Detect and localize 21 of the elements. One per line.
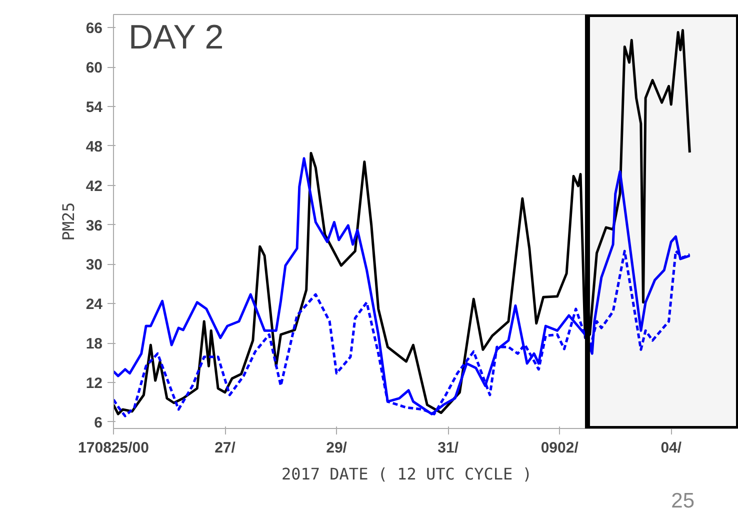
y-axis-title: PM25 bbox=[58, 202, 78, 241]
y-tick-label: 54 bbox=[86, 99, 104, 116]
x-axis-title: 2017 DATE ( 12 UTC CYCLE ) bbox=[282, 464, 532, 484]
y-tick-label: 12 bbox=[86, 375, 103, 392]
x-tick-label: 31/ bbox=[438, 440, 460, 456]
y-tick-label: 48 bbox=[86, 138, 103, 156]
x-tick-label: 04/ bbox=[660, 440, 682, 456]
y-tick-label: 24 bbox=[86, 296, 104, 314]
y-tick-label: 60 bbox=[86, 60, 103, 77]
x-tick-label: 0902/ bbox=[540, 440, 580, 456]
y-tick-label: 66 bbox=[86, 20, 103, 38]
x-tick-label: 27/ bbox=[214, 440, 236, 456]
y-tick-label: 36 bbox=[86, 217, 103, 234]
x-tick-label: 170825/00 bbox=[78, 440, 149, 456]
y-tick-label: 42 bbox=[86, 178, 103, 195]
x-tick-label: 29/ bbox=[326, 440, 348, 456]
text: 25 bbox=[671, 490, 694, 512]
y-tick-label: 18 bbox=[86, 336, 103, 353]
annotation: DAY 2 bbox=[128, 18, 224, 56]
y-tick-label: 6 bbox=[94, 414, 102, 432]
y-tick-label: 30 bbox=[86, 256, 103, 274]
